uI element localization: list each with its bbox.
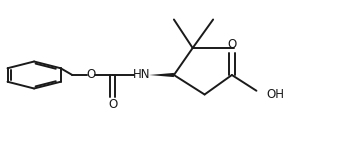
Text: O: O: [87, 69, 96, 81]
Text: OH: OH: [266, 88, 284, 101]
Polygon shape: [149, 73, 174, 77]
Text: O: O: [227, 39, 237, 51]
Text: O: O: [108, 99, 117, 111]
Text: HN: HN: [133, 69, 150, 81]
